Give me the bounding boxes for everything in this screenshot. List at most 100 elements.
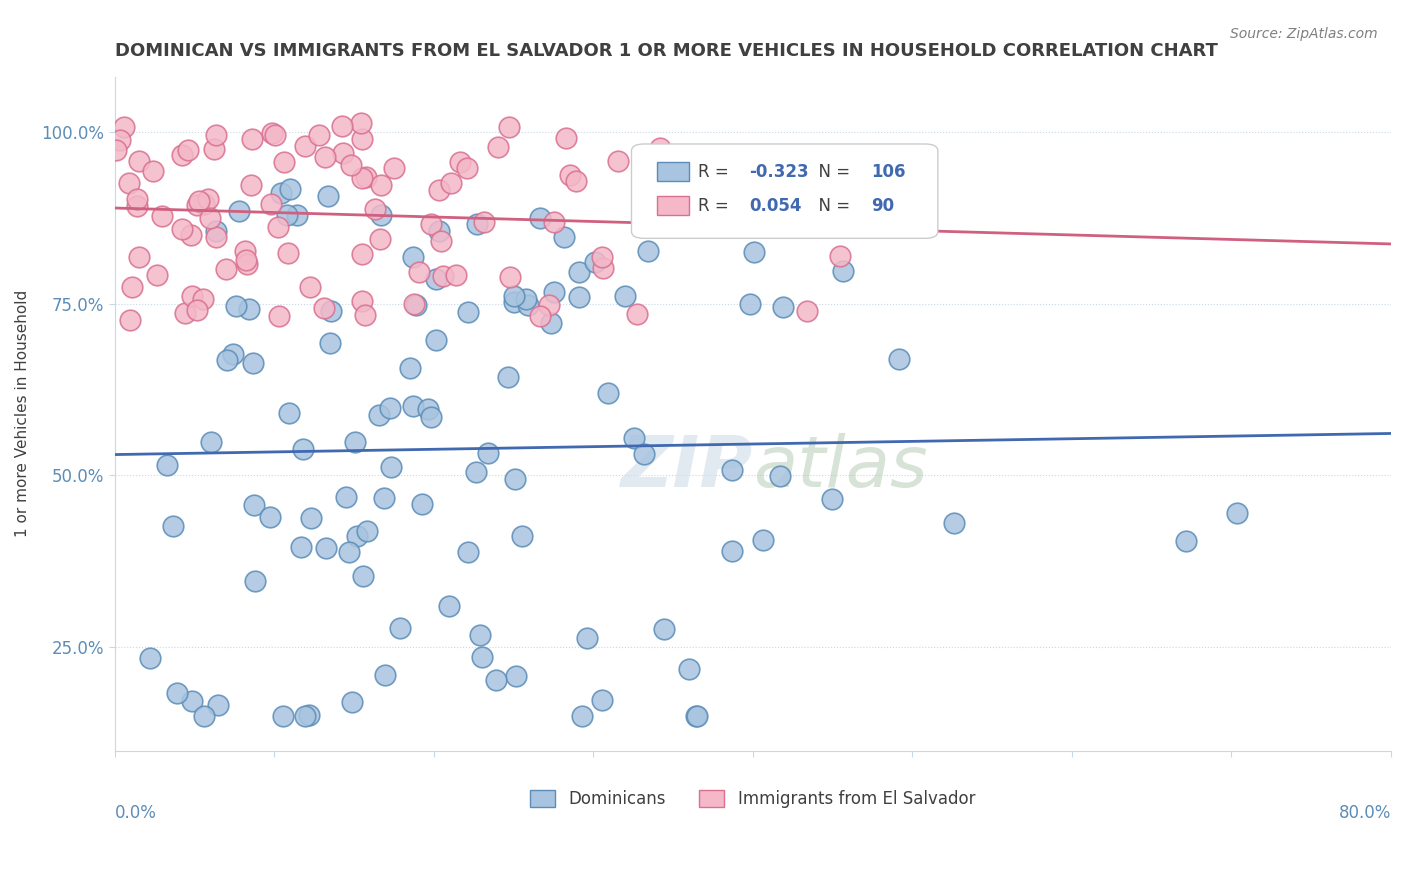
Point [742, 244, 765, 259]
Point [607, 153, 630, 168]
Point [568, 264, 591, 278]
Point [614, 289, 637, 303]
Text: N =: N = [807, 197, 855, 215]
Point [575, 631, 598, 645]
Point [553, 230, 575, 244]
Point [889, 352, 911, 367]
Point [591, 693, 613, 707]
Point [529, 309, 551, 323]
Point [174, 306, 197, 320]
Point [228, 204, 250, 219]
Point [356, 524, 378, 538]
Point [222, 347, 245, 361]
Point [678, 662, 700, 676]
Point [285, 209, 308, 223]
Point [276, 208, 298, 222]
Point [127, 199, 149, 213]
Point [340, 695, 363, 709]
Point [502, 289, 524, 303]
Point [176, 143, 198, 157]
Point [166, 686, 188, 700]
Point [411, 496, 433, 510]
Point [486, 140, 509, 154]
Point [378, 401, 401, 416]
Point [236, 257, 259, 271]
Point [314, 150, 336, 164]
Point [751, 533, 773, 547]
Point [596, 386, 619, 401]
Point [204, 224, 226, 238]
Point [591, 250, 613, 264]
Point [145, 268, 167, 282]
Point [343, 434, 366, 449]
Point [769, 468, 792, 483]
Point [429, 235, 451, 249]
Point [170, 222, 193, 236]
Point [319, 304, 342, 318]
Point [1174, 534, 1197, 549]
Text: ZIP: ZIP [620, 433, 752, 502]
Point [350, 293, 373, 308]
Text: 90: 90 [872, 197, 894, 215]
Point [503, 294, 526, 309]
Point [540, 317, 562, 331]
Point [821, 491, 844, 506]
Point [112, 120, 135, 135]
Point [515, 292, 537, 306]
Point [340, 158, 363, 172]
Point [215, 353, 238, 368]
Point [181, 289, 204, 303]
Point [267, 220, 290, 235]
Point [828, 249, 851, 263]
Point [243, 498, 266, 512]
Point [472, 215, 495, 229]
Point [427, 183, 450, 197]
Point [517, 298, 540, 312]
Point [498, 369, 520, 384]
Point [772, 301, 794, 315]
Point [374, 668, 396, 682]
Point [592, 261, 614, 276]
Bar [657, 162, 689, 181]
Text: R =: R = [697, 197, 734, 215]
Point [637, 244, 659, 259]
Point [555, 131, 578, 145]
Point [294, 139, 316, 153]
Point [200, 434, 222, 449]
Point [225, 299, 247, 313]
Point [128, 153, 150, 168]
Point [437, 599, 460, 614]
Point [215, 262, 238, 277]
Point [330, 119, 353, 133]
Point [832, 264, 855, 278]
Point [271, 709, 294, 723]
Point [105, 143, 128, 157]
Point [380, 460, 402, 475]
Point [468, 628, 491, 642]
Point [419, 410, 441, 425]
Point [352, 132, 374, 146]
Text: 0.054: 0.054 [749, 197, 801, 215]
Point [205, 229, 228, 244]
FancyBboxPatch shape [631, 144, 938, 238]
Point [943, 516, 966, 531]
Point [267, 309, 290, 323]
Point [685, 709, 707, 723]
Point [350, 116, 373, 130]
Point [205, 128, 228, 142]
Point [471, 650, 494, 665]
Point [193, 709, 215, 723]
Point [350, 247, 373, 261]
Point [721, 463, 744, 477]
Point [666, 204, 689, 219]
Point [277, 245, 299, 260]
Legend: Dominicans, Immigrants from El Salvador: Dominicans, Immigrants from El Salvador [522, 781, 984, 816]
Point [485, 673, 508, 687]
Text: DOMINICAN VS IMMIGRANTS FROM EL SALVADOR 1 OR MORE VEHICLES IN HOUSEHOLD CORRELA: DOMINICAN VS IMMIGRANTS FROM EL SALVADOR… [114, 42, 1218, 60]
Point [118, 177, 141, 191]
Point [233, 244, 256, 259]
Text: -0.323: -0.323 [749, 163, 808, 181]
Point [128, 250, 150, 264]
Point [291, 442, 314, 456]
Point [405, 298, 427, 312]
